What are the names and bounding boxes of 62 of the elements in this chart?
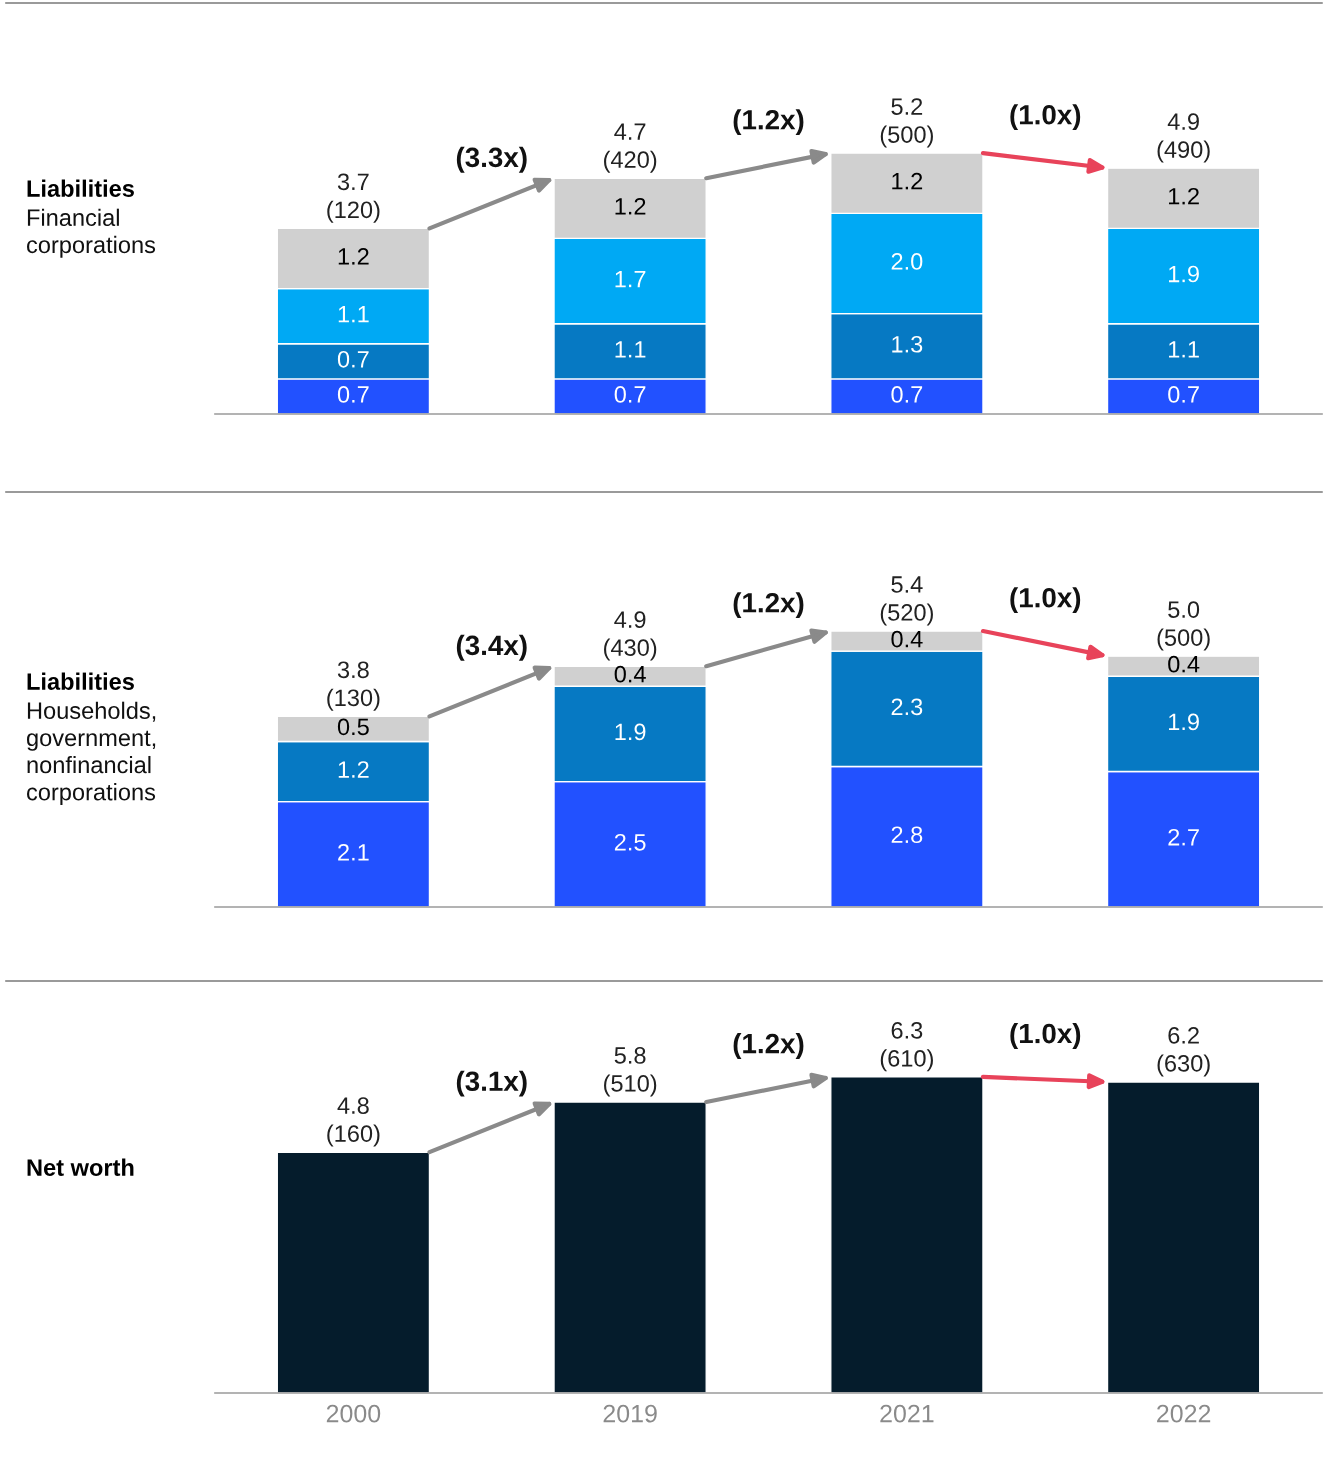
bar xyxy=(553,1101,707,1393)
data-label: 1.2 xyxy=(338,248,369,265)
data-label: 6.3 (610) xyxy=(880,1021,933,1072)
data-label: 1.2 xyxy=(1169,187,1199,205)
data-label: 0.7 xyxy=(891,386,923,403)
data-label: 1.3 xyxy=(892,335,923,353)
data-label: 1.9 xyxy=(1169,713,1199,731)
data-label: 2.0 xyxy=(891,253,923,270)
data-label: 0.7 xyxy=(337,350,369,368)
data-label: 4.8 (160) xyxy=(327,1097,380,1147)
x-tick-label: 2019 xyxy=(603,1404,657,1423)
x-tick-label: 2000 xyxy=(326,1404,381,1423)
data-label: 0.7 xyxy=(1168,386,1199,403)
data-label: 2.7 xyxy=(1168,828,1199,846)
total-label: 4.9 (490) xyxy=(1157,113,1210,163)
data-label: 1.2 xyxy=(338,761,369,778)
data-label: 6.2 (630) xyxy=(1157,1027,1210,1077)
data-label: 1.2 xyxy=(892,172,923,190)
bar xyxy=(1106,1081,1261,1393)
data-label: 1.9 xyxy=(1169,265,1199,283)
text: (1.2x) xyxy=(733,1033,804,1059)
data-label: 2.8 xyxy=(891,826,923,844)
data-label: 0.4 xyxy=(891,630,923,648)
data-label: 0.4 xyxy=(614,665,646,683)
data-label: 0.4 xyxy=(1168,655,1200,673)
x-tick-label: 2022 xyxy=(1157,1404,1211,1423)
data-label: 1.7 xyxy=(615,270,646,288)
text: (1.0x) xyxy=(1010,587,1081,614)
annotation: (3.1x) xyxy=(456,1070,527,1097)
data-label: 0.7 xyxy=(614,386,646,403)
text: Net worth xyxy=(27,1158,134,1176)
text: Liabilities xyxy=(27,672,134,690)
bar xyxy=(276,1151,431,1393)
total-label: 4.7 (420) xyxy=(604,123,657,173)
bar xyxy=(830,1076,984,1393)
text: (1.2x) xyxy=(733,592,804,619)
text: Financial corporations xyxy=(27,208,156,258)
total-label: 5.4 (520) xyxy=(880,576,933,626)
data-label: 2.3 xyxy=(891,698,923,716)
text: (1.0x) xyxy=(1010,104,1081,131)
data-label: 1.1 xyxy=(1169,341,1199,358)
text: (1.0x) xyxy=(1010,1022,1081,1049)
data-label: 0.7 xyxy=(337,386,369,403)
total-label: 4.9 (430) xyxy=(604,611,657,661)
annotation: (3.4x) xyxy=(456,634,527,661)
total-label: 3.8 (130) xyxy=(327,661,380,711)
data-label: 5.8 (510) xyxy=(604,1047,657,1097)
total-label: 5.0 (500) xyxy=(1157,601,1210,651)
data-label: 1.1 xyxy=(615,341,646,358)
data-label: 0.5 xyxy=(337,718,369,736)
data-label: 1.9 xyxy=(615,723,646,741)
data-label: 2.1 xyxy=(338,843,369,861)
x-tick-label: 2021 xyxy=(880,1404,934,1423)
data-label: 1.1 xyxy=(338,306,369,323)
data-label: 1.2 xyxy=(615,197,646,215)
text: (1.2x) xyxy=(733,109,804,136)
total-label: 3.7 (120) xyxy=(327,173,380,223)
text: Households, government, nonfinancial corporations xyxy=(26,701,156,806)
annotation: (3.3x) xyxy=(456,146,527,173)
data-label: 2.5 xyxy=(614,833,646,851)
total-label: 5.2 (500) xyxy=(880,98,933,148)
text: Liabilities xyxy=(27,179,134,197)
